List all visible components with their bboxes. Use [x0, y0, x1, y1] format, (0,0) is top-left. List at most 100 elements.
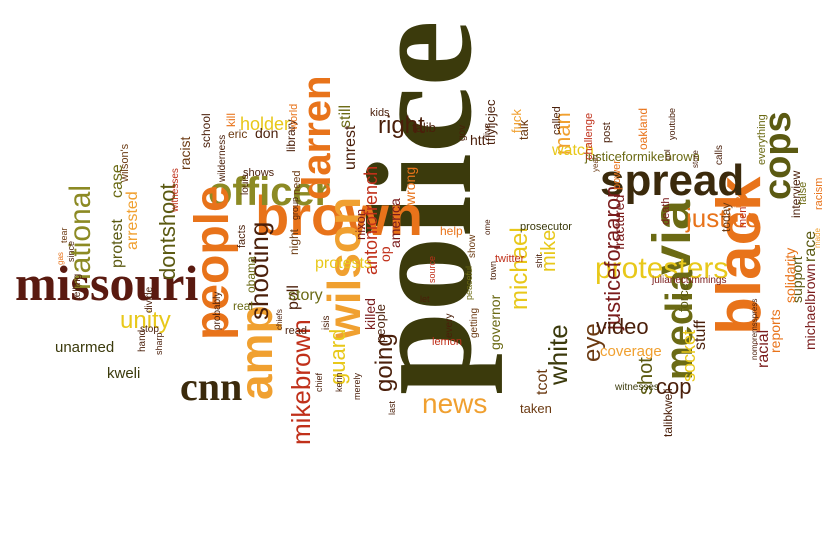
cloud-word: tear — [59, 227, 69, 243]
cloud-word: cop — [656, 374, 691, 399]
cloud-word: source — [427, 256, 437, 283]
cloud-word: nixon — [353, 209, 368, 240]
cloud-word: sharp — [154, 332, 164, 355]
cloud-word: need — [291, 171, 303, 195]
cloud-word: tflyljcjec — [483, 99, 498, 145]
cloud-word: interview — [789, 170, 803, 218]
cloud-word: fractured — [611, 195, 627, 250]
cloud-word: wrong — [402, 167, 418, 206]
cloud-word: brown — [255, 184, 423, 247]
cloud-word: man — [550, 112, 575, 155]
cloud-word: shooting — [244, 222, 274, 320]
cloud-word: witnesses — [614, 382, 659, 393]
cloud-word: store — [691, 150, 700, 168]
cloud-word: chief — [314, 372, 324, 392]
cloud-word: ome — [483, 219, 492, 235]
cloud-word: kids — [370, 107, 390, 119]
cloud-word: mikebrown — [286, 319, 316, 445]
cloud-word: protest — [109, 219, 126, 268]
cloud-word: missouri — [15, 255, 198, 311]
cloud-word: world — [288, 104, 300, 131]
cloud-word: unarmed — [55, 339, 114, 356]
cloud-word: night — [287, 228, 301, 255]
cloud-word: every — [444, 314, 455, 338]
cloud-word: eye — [579, 323, 606, 362]
cloud-word: twitter — [495, 253, 525, 265]
cloud-word: holder — [240, 114, 290, 134]
cloud-word: htt — [470, 132, 486, 148]
cloud-word: antoniofrench — [361, 166, 381, 275]
cloud-word: everything — [756, 114, 768, 165]
cloud-word: news — [422, 388, 487, 419]
cloud-word: justiceformikebrown — [584, 149, 700, 164]
cloud-word: shit — [534, 253, 544, 268]
cloud-word: cops — [757, 111, 799, 200]
cloud-word: power — [611, 160, 623, 190]
cloud-word: america — [387, 198, 403, 248]
cloud-word: gas — [56, 252, 65, 265]
cloud-word: hand — [137, 330, 148, 352]
cloud-word: protesters — [595, 252, 728, 285]
cloud-word: justice — [685, 203, 760, 233]
cloud-word: show — [467, 234, 478, 258]
cloud-word: kill — [224, 113, 238, 127]
cloud-word: wilson's — [119, 143, 131, 183]
cloud-word: watch — [551, 142, 594, 159]
cloud-word: town — [488, 261, 498, 280]
cloud-word: today — [719, 203, 733, 232]
cloud-word: governor — [487, 294, 503, 350]
cloud-word: chiefs — [275, 309, 284, 330]
cloud-word: arrested — [124, 191, 141, 250]
cloud-word: taken — [520, 401, 552, 416]
cloud-word: poll — [285, 285, 302, 310]
cloud-word: calls — [714, 145, 725, 165]
cloud-word: wilson — [318, 197, 370, 341]
cloud-word: death — [660, 197, 672, 225]
cloud-word: still — [337, 105, 354, 128]
cloud-word: read — [285, 325, 307, 337]
cloud-word: racism — [813, 178, 825, 210]
cloud-word: mike — [538, 230, 560, 272]
cloud-word: lemon — [432, 336, 462, 348]
cloud-word: talibkweli — [661, 388, 675, 437]
cloud-word: story — [288, 287, 323, 304]
cloud-word: race — [802, 231, 819, 262]
cloud-word: getting — [469, 308, 480, 338]
cloud-word: officer — [208, 170, 330, 214]
cloud-word: killed — [362, 298, 378, 330]
cloud-word: support — [789, 256, 805, 303]
cloud-word: library — [284, 119, 298, 152]
cloud-word: protests — [315, 255, 372, 272]
cloud-word: yeah — [591, 155, 600, 172]
cloud-word: michael — [506, 227, 533, 310]
cloud-word: isis — [321, 316, 332, 330]
cloud-word: amp — [230, 305, 282, 400]
cloud-word: since — [66, 241, 76, 262]
cloud-word: eric — [228, 127, 247, 141]
cloud-word: called — [551, 106, 563, 135]
cloud-word: people — [373, 304, 388, 343]
cloud-word: shot — [635, 357, 657, 395]
cloud-word: witnesses — [170, 168, 181, 213]
cloud-word: ice — [733, 196, 743, 208]
cloud-word: let — [420, 294, 430, 304]
cloud-word: prosecutor — [520, 221, 572, 233]
cloud-word: gov — [457, 125, 468, 141]
cloud-word: going — [371, 333, 398, 392]
cloud-word: group — [290, 197, 300, 220]
cloud-word: telling — [72, 274, 83, 300]
cloud-word: black — [705, 176, 774, 335]
cloud-word: force — [676, 283, 691, 312]
cloud-word: nomoremsspress — [750, 299, 759, 360]
cloud-word: julianecummings — [651, 275, 726, 286]
cloud-word: divide — [144, 286, 155, 313]
cloud-word: false — [797, 182, 809, 205]
cloud-word: kerin — [334, 372, 344, 392]
cloud-word: talk — [516, 119, 531, 140]
cloud-word: help — [440, 224, 463, 238]
cloud-word: video — [596, 314, 649, 339]
cloud-word: kweli — [107, 365, 140, 382]
cloud-word: challenge — [583, 113, 595, 160]
